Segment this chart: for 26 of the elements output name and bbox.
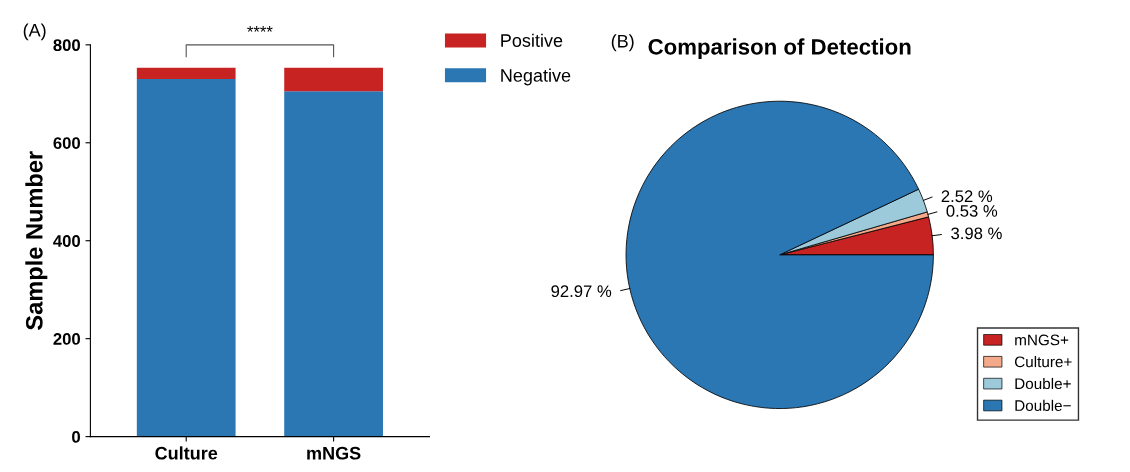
bar <box>284 67 383 92</box>
legend-label: Double+ <box>1015 377 1071 390</box>
bar <box>284 91 383 437</box>
y-tick-label: 800 <box>53 39 80 52</box>
y-axis-title: Sample Number <box>25 151 48 330</box>
legend-label: Double− <box>1015 399 1071 411</box>
bar <box>136 79 236 437</box>
data-label: 2.52 % <box>941 190 993 203</box>
legend-label: Negative <box>501 68 571 86</box>
x-tick-label: mNGS <box>307 446 361 460</box>
y-tick-label: 200 <box>53 333 80 345</box>
data-label: 92.97 % <box>551 285 612 298</box>
legend-label: mNGS+ <box>1015 334 1069 346</box>
chart-title: Comparison of Detection <box>648 38 911 60</box>
data-label: 3.98 % <box>951 227 1002 240</box>
y-tick-label: 400 <box>53 235 80 247</box>
legend-label: Positive <box>501 33 563 47</box>
chart-title: (A) <box>23 23 46 41</box>
bar <box>136 67 236 80</box>
text: **** <box>247 26 273 32</box>
data-label: 0.53 % <box>946 205 998 217</box>
y-tick-label: 0 <box>72 431 80 443</box>
x-tick-label: Culture <box>155 446 218 460</box>
legend-label: Culture+ <box>1014 356 1072 368</box>
text: (B) <box>611 34 634 52</box>
y-tick-label: 600 <box>53 137 80 149</box>
